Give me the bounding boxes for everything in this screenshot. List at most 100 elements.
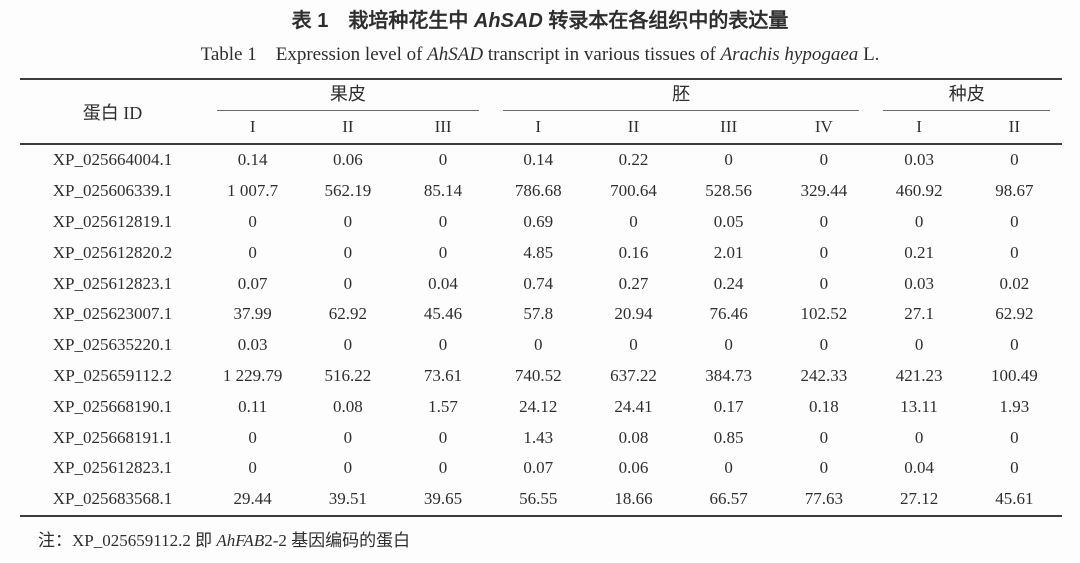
footnote-suffix: 2-2 基因编码的蛋白 bbox=[264, 530, 411, 550]
value-cell: 0.85 bbox=[713, 427, 744, 447]
value-cell: 0.11 bbox=[238, 396, 268, 416]
footnote-prefix: 注：XP_025659112.2 即 bbox=[38, 530, 217, 550]
value-cell: 700.64 bbox=[610, 181, 657, 201]
value-cell: 637.22 bbox=[610, 365, 657, 385]
protein-id-cell: XP_025668190.1 bbox=[52, 396, 173, 416]
subcol-header-row: I II III I II III IV I II bbox=[20, 111, 1062, 144]
value-cell: 0 bbox=[1010, 458, 1019, 478]
value-cell: 0 bbox=[438, 427, 448, 447]
value-cell: 0 bbox=[629, 335, 638, 355]
value-cell: 0.07 bbox=[237, 273, 268, 293]
value-cell: 37.99 bbox=[233, 304, 272, 324]
value-cell: 1.93 bbox=[999, 396, 1030, 416]
value-cell: 0.08 bbox=[332, 396, 363, 416]
table-row: XP_025612823.1 0 0 0 0.07 0.06 0 0 0.04 0 bbox=[20, 453, 1062, 484]
subcol-header-embryo-2: II bbox=[627, 117, 640, 136]
value-cell: 0 bbox=[819, 427, 829, 447]
subcol-header-pericarp-1: I bbox=[249, 117, 256, 136]
value-cell: 0 bbox=[343, 458, 353, 478]
value-cell: 77.63 bbox=[804, 489, 843, 509]
group-header-cell: 胚 bbox=[491, 79, 872, 111]
value-cell: 18.66 bbox=[614, 489, 653, 509]
value-cell: 20.94 bbox=[614, 304, 653, 324]
value-cell: 0 bbox=[343, 273, 353, 293]
value-cell: 1.57 bbox=[428, 396, 458, 416]
value-cell: 62.92 bbox=[995, 304, 1034, 324]
value-cell: 0.03 bbox=[904, 273, 934, 293]
protein-id-header: 蛋白 ID bbox=[82, 102, 143, 123]
value-cell: 740.52 bbox=[514, 365, 562, 385]
value-cell: 0 bbox=[438, 150, 448, 170]
title-zh-prefix: 表 1 栽培种花生中 bbox=[291, 10, 474, 32]
protein-id-cell: XP_025612823.1 bbox=[52, 458, 173, 478]
value-cell: 0.04 bbox=[428, 273, 458, 293]
value-cell: 13.11 bbox=[900, 396, 938, 416]
table-header: 蛋白 ID 果皮 胚 种皮 I II III I II III IV I bbox=[20, 79, 1062, 144]
value-cell: 421.23 bbox=[895, 365, 943, 385]
value-cell: 27.12 bbox=[899, 489, 939, 509]
page-title-en: Table 1 Expression level of AhSAD transc… bbox=[0, 42, 1080, 68]
value-cell: 0 bbox=[819, 335, 829, 355]
value-cell: 0 bbox=[629, 211, 638, 231]
value-cell: 0.14 bbox=[237, 150, 268, 170]
protein-id-cell: XP_025623007.1 bbox=[52, 304, 173, 324]
table-row: XP_025635220.1 0.03 0 0 0 0 0 0 0 0 bbox=[20, 330, 1062, 361]
title-zh-gene: AhSAD bbox=[473, 10, 543, 32]
value-cell: 0 bbox=[724, 458, 733, 478]
value-cell: 102.52 bbox=[800, 304, 848, 324]
value-cell: 0.07 bbox=[523, 458, 554, 478]
value-cell: 0.21 bbox=[904, 242, 934, 262]
value-cell: 24.12 bbox=[519, 396, 558, 416]
paper-page: 表 1 栽培种花生中 AhSAD 转录本在各组织中的表达量 Table 1 Ex… bbox=[0, 8, 1080, 550]
value-cell: 0 bbox=[819, 150, 829, 170]
protein-id-cell: XP_025659112.2 bbox=[53, 365, 172, 385]
page-title-zh: 表 1 栽培种花生中 AhSAD 转录本在各组织中的表达量 bbox=[0, 8, 1080, 34]
value-cell: 562.19 bbox=[324, 181, 372, 201]
subcol-header-seed-coat-2: II bbox=[1008, 117, 1020, 136]
table-row: XP_025664004.1 0.14 0.06 0 0.14 0.22 0 0 0.03 0 bbox=[20, 144, 1062, 176]
expression-table: 蛋白 ID 果皮 胚 种皮 I II III I II III IV I bbox=[20, 78, 1062, 517]
value-cell: 0 bbox=[438, 242, 448, 262]
protein-id-cell: XP_025612820.2 bbox=[52, 242, 173, 262]
value-cell: 73.61 bbox=[423, 365, 463, 385]
table-row: XP_025612820.2 0 0 0 4.85 0.16 2.01 0 0.21 0 bbox=[20, 237, 1062, 268]
value-cell: 0 bbox=[534, 335, 543, 355]
value-cell: 0.06 bbox=[618, 458, 649, 478]
group-header-seed-coat: 种皮 bbox=[883, 80, 1050, 111]
footnote-gene: AhFAB bbox=[216, 530, 265, 550]
protein-id-cell: XP_025612819.1 bbox=[52, 211, 173, 231]
subcol-header-seed-coat-1: I bbox=[916, 117, 922, 136]
value-cell: 0.02 bbox=[999, 273, 1030, 293]
value-cell: 0.27 bbox=[618, 273, 649, 293]
value-cell: 29.44 bbox=[233, 489, 272, 509]
value-cell: 0.08 bbox=[618, 427, 649, 447]
protein-id-cell: XP_025668191.1 bbox=[52, 427, 173, 447]
value-cell: 0 bbox=[819, 458, 829, 478]
title-en-species: Arachis hypogaea bbox=[720, 44, 859, 65]
value-cell: 516.22 bbox=[324, 365, 372, 385]
group-header-row: 蛋白 ID 果皮 胚 种皮 bbox=[20, 79, 1062, 123]
protein-id-cell: XP_025612823.1 bbox=[52, 273, 173, 293]
value-cell: 0.18 bbox=[808, 396, 839, 416]
title-en-gene: AhSAD bbox=[427, 44, 484, 65]
value-cell: 0 bbox=[343, 242, 353, 262]
value-cell: 2.01 bbox=[713, 242, 744, 262]
value-cell: 0 bbox=[1010, 150, 1019, 170]
value-cell: 786.68 bbox=[514, 181, 562, 201]
value-cell: 384.73 bbox=[705, 365, 753, 385]
value-cell: 0 bbox=[819, 242, 829, 262]
subcol-header-embryo-3: III bbox=[720, 117, 738, 136]
value-cell: 45.46 bbox=[423, 304, 463, 324]
value-cell: 0 bbox=[438, 335, 448, 355]
value-cell: 0 bbox=[438, 211, 448, 231]
value-cell: 0 bbox=[724, 150, 733, 170]
value-cell: 0.14 bbox=[523, 150, 554, 170]
group-header-embryo: 胚 bbox=[502, 80, 860, 111]
value-cell: 0 bbox=[1010, 335, 1019, 355]
value-cell: 0.04 bbox=[904, 458, 934, 478]
subcol-header-pericarp-3: III bbox=[434, 117, 452, 136]
value-cell: 0 bbox=[343, 335, 353, 355]
value-cell: 0 bbox=[438, 458, 448, 478]
subcol-header-embryo-4: IV bbox=[814, 117, 833, 136]
value-cell: 0.17 bbox=[713, 396, 744, 416]
